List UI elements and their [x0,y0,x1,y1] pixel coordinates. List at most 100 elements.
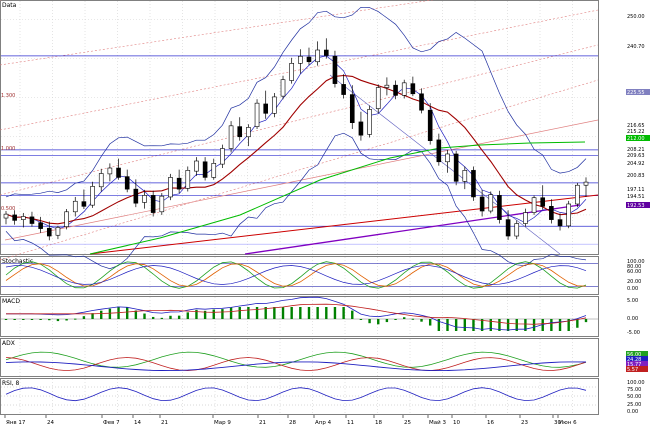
candle-body [29,216,35,224]
candle-body [393,84,398,96]
macd-hist-bar [134,310,138,319]
x-tick-label: 16 [487,420,494,426]
candle-body [3,213,9,219]
main-axis-label: 209.63 [627,153,645,159]
candle-body [228,125,234,149]
candle-body [306,56,312,63]
candle-body [46,227,52,237]
macd-hist-bar [506,319,510,331]
candle-body [349,94,355,124]
adx-line [5,361,587,372]
bollinger-upper [5,6,587,198]
macd-hist-bar [532,319,536,331]
x-tick-label: 21 [161,420,168,426]
macd-hist-bar [498,319,501,331]
macd-hist-bar [160,317,164,319]
macd-hist-bar [290,307,293,319]
rsi-axis-label: 50.00 [627,394,641,400]
macd-signal [6,303,587,325]
adx-label-bg [626,366,648,372]
candle-body [81,201,87,207]
main-panel-label: Data [2,2,17,9]
fib-label: 1.300 [1,93,15,99]
candle-body [384,84,390,88]
x-tick-label: 14 [134,420,141,426]
macd-hist-bar [385,319,389,323]
candle-body [505,219,511,237]
candle-body [332,55,338,84]
x-tick-label: 10 [453,420,460,426]
main-axis-label: 200.83 [627,173,645,179]
rsi-line [5,387,587,402]
macd-hist-bar [333,307,337,319]
macd-hist-bar [273,307,276,319]
macd-hist-bar [394,319,397,320]
main-axis-label: 216.65 [627,123,645,129]
axis-label-bg [626,202,650,208]
candle-body [410,83,416,95]
candle-body [107,167,113,175]
rsi-axis-label: 100.00 [627,380,645,386]
candle-body [202,161,208,178]
candle-body [298,55,303,64]
stoch-axis-label: 80.00 [627,264,641,270]
macd-hist-bar [558,319,562,331]
candle-body [315,49,320,63]
rsi-axis-label: 25.00 [627,402,641,408]
macd-hist-bar [281,307,285,319]
macd-hist-bar [411,318,415,320]
adx-axis-label: 5.57 [627,367,638,373]
macd-hist-bar [325,307,328,319]
candle-body [583,181,589,186]
adx-axis-label: 56.00 [627,352,641,358]
main-axis-label: 225.55 [627,90,645,96]
candle-body [289,63,294,81]
macd-hist-bar [186,312,189,319]
macd-hist-bar [428,319,432,326]
candle-body [453,153,459,182]
candle-body [159,195,165,213]
macd-hist-bar [359,319,363,320]
macd-hist-bar [74,318,77,320]
macd-hist-bar [212,309,215,319]
candle-body [246,127,251,138]
candle-body [12,214,17,221]
candle-body [549,206,554,220]
x-tick-label: 11 [347,420,354,426]
macd-hist-bar [169,315,172,319]
candle-body [124,176,130,190]
macd-hist-bar [377,319,380,325]
ma-short [5,55,587,230]
stoch-axis-label: 60.00 [627,269,641,275]
candle-body [272,96,277,114]
candle-body [488,194,494,212]
main-axis-label: 197.11 [627,187,645,193]
x-tick-label: Янв 17 [6,420,26,426]
channel-line [0,44,599,196]
candle-body [116,167,121,178]
macd-hist-bar [108,308,112,319]
macd-hist-bar [143,313,146,319]
stoch-slow [5,265,587,285]
adx-label-bg [626,351,648,357]
macd-hist-bar [177,315,181,319]
candle-body [479,196,485,212]
adx-panel-frame [0,338,599,377]
candle-body [21,216,26,220]
macd-hist-bar [472,319,475,331]
macd-hist-bar [351,310,354,319]
main-axis-label: 208.21 [627,147,645,153]
main-axis-label: 212.00 [627,136,645,142]
candle-body [566,203,571,227]
macd-hist-bar [576,319,579,328]
adx-label-bg [626,356,648,362]
adx-panel-label: ADX [2,340,15,347]
main-axis-label: 192.53 [627,203,645,209]
candle-body [375,87,381,109]
candle-body [436,139,442,163]
main-axis-label: 240.70 [627,44,645,50]
rsi-panel-frame [0,378,599,415]
adx-plus-di [5,351,587,368]
